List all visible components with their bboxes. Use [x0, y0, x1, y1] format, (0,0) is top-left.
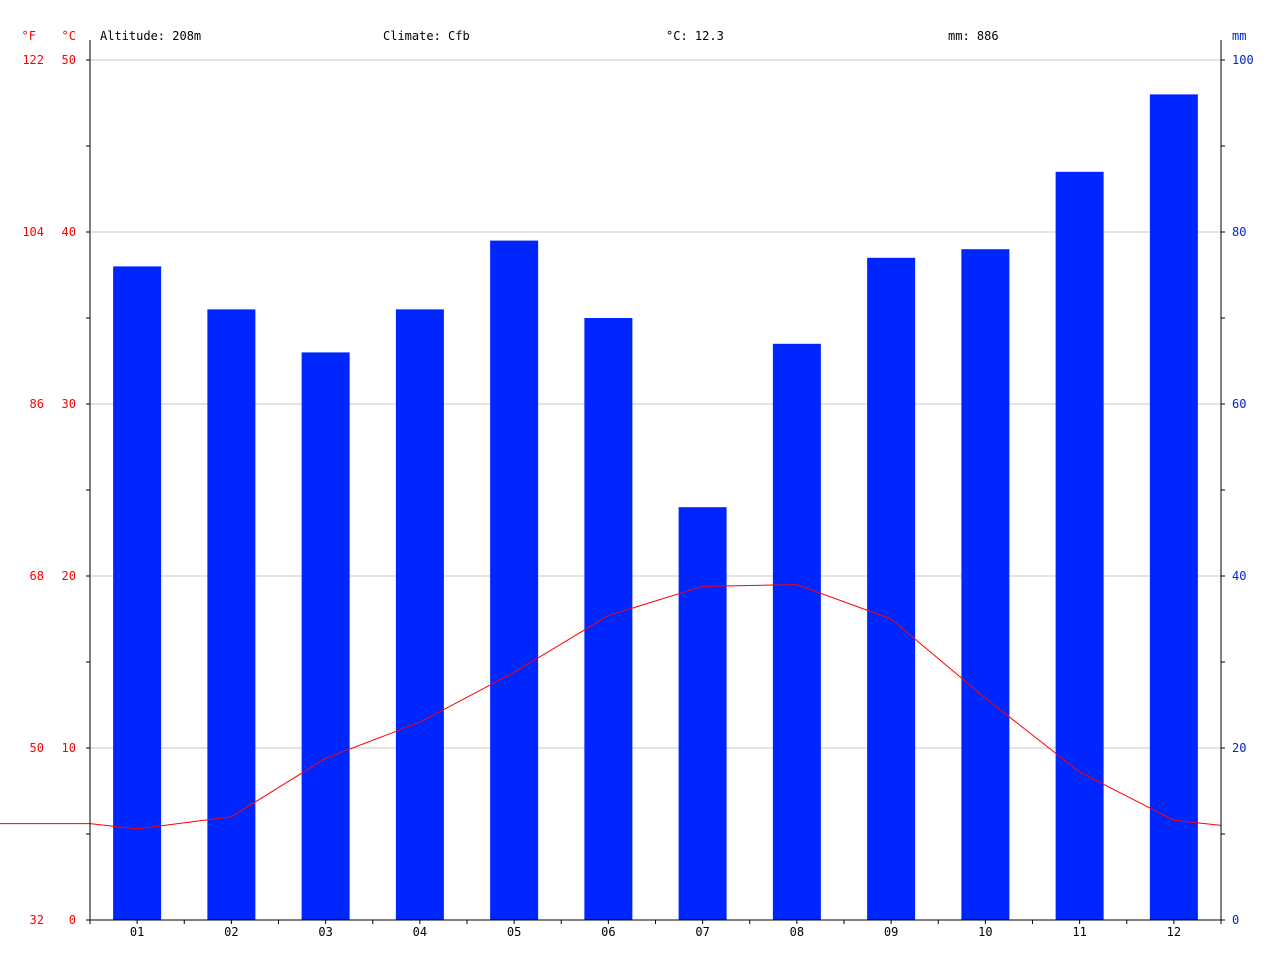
precipitation-bar: [867, 257, 916, 920]
fahrenheit-tick-label: 50: [30, 741, 44, 755]
month-tick-label: 06: [601, 925, 615, 939]
mm-tick-label: 40: [1232, 569, 1246, 583]
fahrenheit-tick-label: 122: [22, 53, 44, 67]
precipitation-bar: [490, 240, 539, 921]
precip-total-label: mm: 886: [948, 29, 999, 43]
fahrenheit-tick-label: 32: [30, 913, 44, 927]
precipitation-bar: [113, 266, 162, 920]
fahrenheit-tick-label: 104: [22, 225, 44, 239]
fahrenheit-tick-label: 68: [30, 569, 44, 583]
precipitation-bar: [772, 343, 821, 920]
month-tick-label: 03: [318, 925, 332, 939]
precipitation-bar: [301, 352, 350, 920]
precipitation-bar: [1149, 94, 1198, 920]
month-tick-label: 10: [978, 925, 992, 939]
month-tick-label: 05: [507, 925, 521, 939]
climate-label: Climate: Cfb: [383, 29, 470, 43]
fahrenheit-tick-label: 86: [30, 397, 44, 411]
month-tick-label: 01: [130, 925, 144, 939]
month-tick-label: 02: [224, 925, 238, 939]
month-tick-label: 07: [695, 925, 709, 939]
mm-unit-label: mm: [1232, 29, 1246, 43]
month-tick-label: 12: [1167, 925, 1181, 939]
celsius-tick-label: 20: [62, 569, 76, 583]
mm-tick-label: 80: [1232, 225, 1246, 239]
temperature-line: [0, 584, 1222, 830]
celsius-tick-label: 40: [62, 225, 76, 239]
celsius-tick-label: 50: [62, 53, 76, 67]
mm-tick-label: 100: [1232, 53, 1254, 67]
precipitation-bar: [1055, 171, 1104, 921]
month-tick-label: 09: [884, 925, 898, 939]
temperature-line-group: [0, 584, 1222, 830]
precipitation-bar: [961, 249, 1010, 920]
altitude-label: Altitude: 208m: [100, 29, 201, 43]
mm-tick-label: 60: [1232, 397, 1246, 411]
celsius-tick-label: 10: [62, 741, 76, 755]
avg-temp-label: °C: 12.3: [666, 29, 724, 43]
celsius-unit-label: °C: [62, 29, 76, 43]
grid-lines: [90, 59, 1221, 749]
axes: [86, 40, 1225, 924]
precipitation-bar: [395, 309, 444, 920]
month-tick-label: 11: [1072, 925, 1086, 939]
mm-tick-label: 20: [1232, 741, 1246, 755]
celsius-tick-label: 30: [62, 397, 76, 411]
precipitation-bars: [113, 94, 1198, 921]
month-tick-label: 04: [413, 925, 427, 939]
mm-tick-label: 0: [1232, 913, 1239, 927]
month-tick-label: 08: [790, 925, 804, 939]
precipitation-bar: [207, 309, 256, 920]
fahrenheit-unit-label: °F: [22, 29, 36, 43]
celsius-tick-label: 0: [69, 913, 76, 927]
precipitation-bar: [584, 318, 633, 920]
precipitation-bar: [678, 507, 727, 920]
